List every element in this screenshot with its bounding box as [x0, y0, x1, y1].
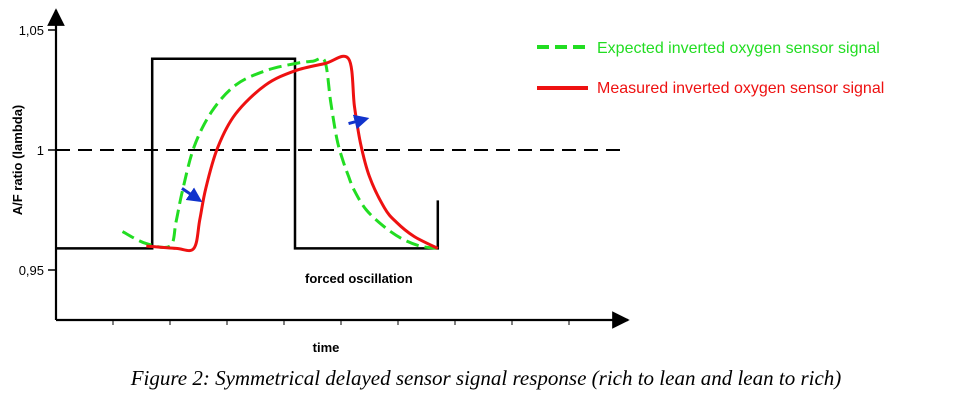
y-tick-label: 0,95	[19, 263, 44, 278]
measured-signal-line	[146, 54, 439, 253]
forced-oscillation-line	[57, 57, 440, 250]
forced-oscillation-label: forced oscillation	[305, 271, 413, 286]
figure-caption: Figure 2: Symmetrical delayed sensor sig…	[130, 366, 842, 390]
delay-arrow-rich-to-lean	[181, 187, 203, 203]
y-tick-label: 1,05	[19, 23, 44, 38]
expected-signal-line	[121, 56, 438, 250]
x-axis-title: time	[313, 340, 340, 355]
delay-arrow-lean-to-rich	[348, 114, 370, 130]
legend-label-expected: Expected inverted oxygen sensor signal	[597, 40, 880, 57]
x-minor-ticks	[112, 320, 570, 325]
y-tick-label: 1	[37, 143, 44, 158]
legend: Expected inverted oxygen sensor signal M…	[537, 40, 884, 97]
y-axis-title: A/F ratio (lambda)	[10, 105, 25, 216]
legend-label-measured: Measured inverted oxygen sensor signal	[597, 80, 884, 97]
